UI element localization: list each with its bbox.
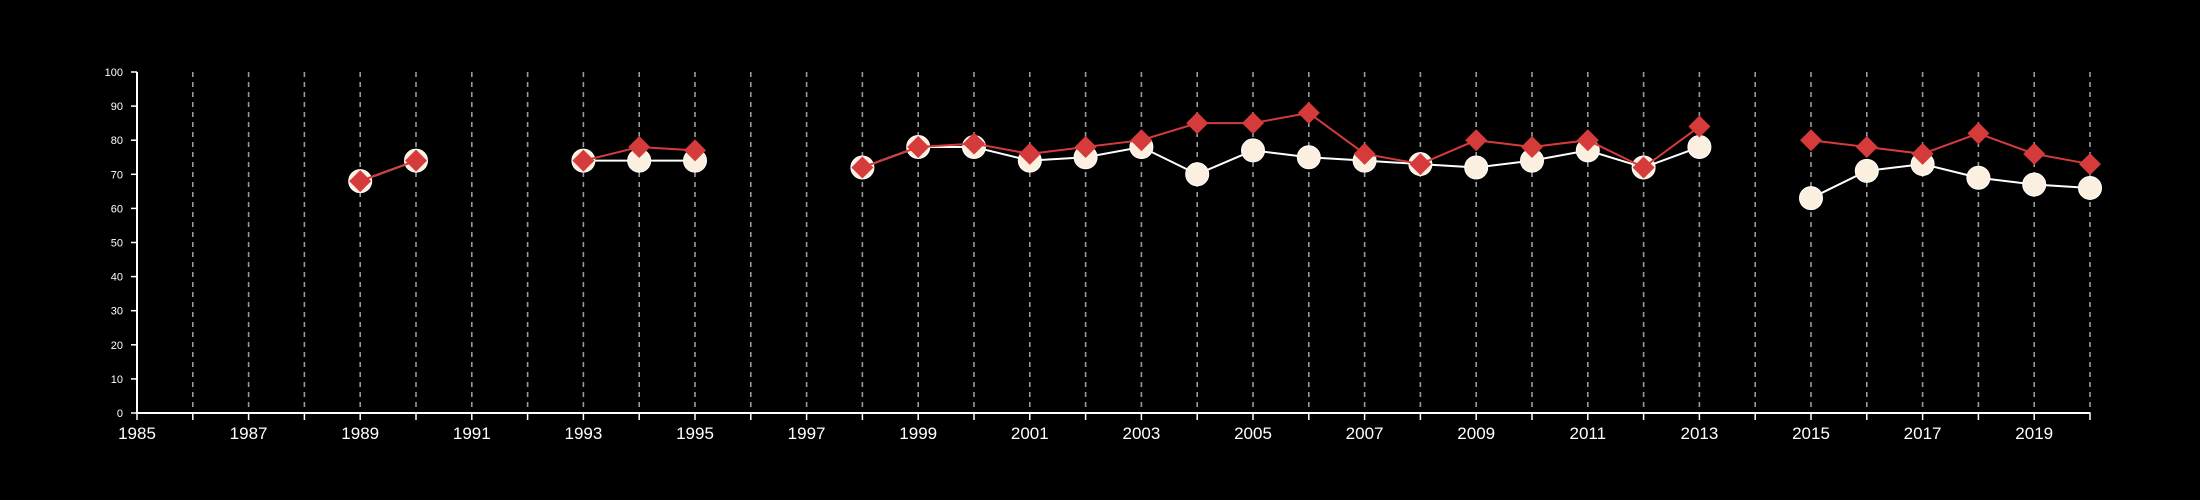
x-tick-label: 2007: [1346, 424, 1384, 443]
data-point-diamond: [1186, 112, 1209, 135]
series-line: [359, 159, 417, 183]
data-point-diamond: [1242, 112, 1264, 135]
series-line: [1810, 132, 2091, 166]
y-tick-label: 80: [111, 135, 123, 147]
x-tick-label: 1995: [676, 424, 714, 443]
series-line: [1810, 163, 2091, 200]
data-point-diamond: [1632, 156, 1655, 179]
data-point-circle: [1687, 135, 1712, 160]
data-point-circle: [1966, 165, 1991, 190]
data-point-diamond: [1911, 142, 1934, 165]
data-point-diamond: [405, 149, 427, 172]
data-point-diamond: [1688, 115, 1711, 138]
series-line: [862, 145, 1700, 176]
x-tick-label: 1991: [453, 424, 491, 443]
data-point-diamond: [907, 136, 930, 159]
data-point-circle: [1241, 138, 1265, 163]
y-tick-label: 10: [111, 374, 123, 386]
y-tick-label: 40: [111, 272, 123, 284]
data-point-circle: [1185, 162, 1210, 187]
x-tick-label: 2013: [1680, 424, 1718, 443]
x-tick-label: 2003: [1122, 424, 1160, 443]
series-circle: [348, 135, 2102, 211]
data-point-diamond: [1465, 129, 1488, 152]
x-tick-label: 2011: [1570, 424, 1607, 443]
data-point-diamond: [1074, 136, 1097, 159]
x-tick-label: 1997: [788, 424, 826, 443]
data-point-diamond: [1576, 129, 1599, 152]
data-point-diamond: [1967, 122, 1990, 145]
data-point-diamond: [1855, 136, 1878, 159]
x-tick-label: 1989: [341, 424, 379, 443]
data-point-diamond: [963, 132, 985, 155]
data-point-circle: [1296, 145, 1321, 170]
x-axis-ticks: 1985 1987 1989 1991 1993 1995 1997 1999 2001 2003…: [118, 413, 2091, 443]
data-point-diamond: [1353, 142, 1376, 165]
x-tick-label: 1999: [899, 424, 937, 443]
data-point-circle: [2022, 172, 2047, 197]
data-point-diamond: [1297, 101, 1320, 124]
data-point-circle: [1854, 158, 1879, 183]
x-tick-label: 2015: [1792, 424, 1830, 443]
x-tick-label: 2001: [1011, 424, 1049, 443]
data-point-diamond: [628, 136, 651, 159]
y-tick-label: 60: [111, 203, 123, 215]
data-point-diamond: [684, 139, 706, 162]
x-tick-label: 1993: [564, 424, 602, 443]
x-tick-label: 2005: [1234, 424, 1272, 443]
y-axis-ticks: 0 10 20 30 40 50 60 70 80 90 100: [105, 67, 137, 420]
x-tick-label: 2017: [1904, 424, 1942, 443]
y-tick-label: 100: [105, 67, 123, 79]
data-point-circle: [1799, 186, 1823, 211]
x-tick-label: 1987: [230, 424, 268, 443]
data-point-diamond: [1800, 129, 1822, 152]
x-tick-label: 1985: [118, 424, 156, 443]
data-point-diamond: [2079, 153, 2101, 176]
x-tick-label: 2009: [1457, 424, 1495, 443]
data-point-diamond: [1018, 142, 1041, 165]
series-line: [862, 111, 1700, 169]
data-point-diamond: [349, 170, 372, 193]
data-point-circle: [2078, 175, 2102, 200]
x-tick-label: 2019: [2015, 424, 2053, 443]
y-tick-label: 20: [111, 340, 123, 352]
y-tick-label: 70: [111, 169, 123, 181]
data-point-diamond: [1409, 153, 1432, 176]
vertical-gridlines: [192, 72, 2091, 413]
data-point-diamond: [1130, 129, 1153, 152]
data-point-diamond: [851, 156, 874, 179]
y-tick-label: 90: [111, 101, 123, 113]
data-point-diamond: [572, 149, 595, 172]
data-point-circle: [1464, 155, 1489, 180]
series-diamond: [349, 101, 2101, 193]
data-point-diamond: [2023, 142, 2046, 165]
y-tick-label: 50: [111, 238, 123, 250]
y-tick-label: 0: [117, 408, 123, 420]
y-tick-label: 30: [111, 306, 123, 318]
data-point-diamond: [1521, 136, 1543, 159]
